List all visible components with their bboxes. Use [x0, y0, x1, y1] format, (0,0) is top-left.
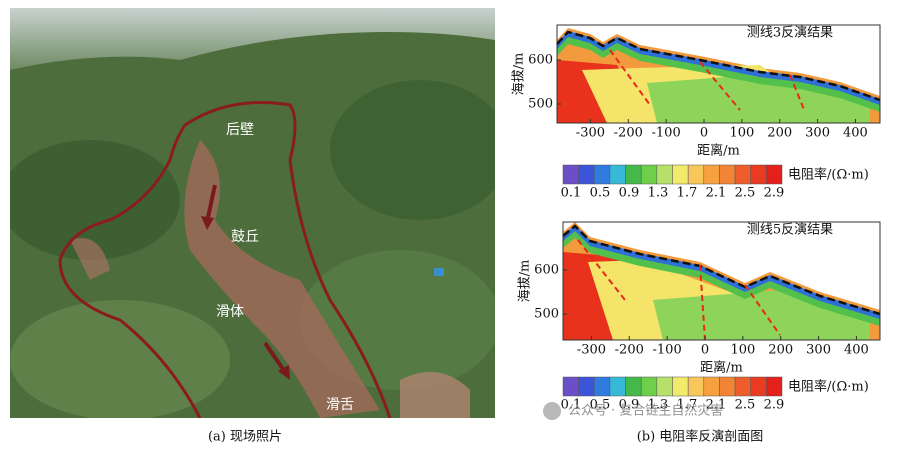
- colorbar-cell: [687, 164, 705, 185]
- slip-line: [699, 264, 706, 341]
- x-tick-label: 200: [768, 343, 793, 358]
- colorbar-cell: [719, 164, 736, 185]
- x-tick-label: -100: [652, 126, 681, 141]
- caption: (a) 现场照片: [208, 430, 282, 445]
- y-tick-label: 600: [528, 53, 553, 68]
- slip-line: [609, 49, 651, 106]
- colorbar-cell: [656, 376, 673, 397]
- section-title: 测线5反演结果: [747, 222, 833, 238]
- y-axis-label: 海拔/m: [518, 260, 533, 303]
- photo-label: 后壁: [226, 122, 254, 138]
- x-axis-label: 距离/m: [700, 360, 743, 376]
- plot-frame: [556, 24, 881, 124]
- colorbar-tick-label: 2.5: [735, 398, 756, 413]
- watermark: 公众号 · 复合链生自然灾害: [568, 403, 723, 419]
- colorbar-tick-label: 0.5: [590, 398, 611, 413]
- x-tick-label: 400: [843, 126, 868, 141]
- y-tick-label: 500: [534, 307, 559, 322]
- x-tick-label: 100: [729, 126, 754, 141]
- x-tick-label: 200: [767, 126, 792, 141]
- colorbar-cell: [609, 376, 626, 397]
- colorbar-cell: [578, 164, 595, 185]
- colorbar-cell: [640, 376, 658, 397]
- colorbar-cell: [625, 376, 642, 397]
- colorbar-cell: [734, 376, 751, 397]
- colorbar-cell: [609, 164, 626, 185]
- colorbar-cell: [734, 164, 751, 185]
- colorbar-tick-label: 0.5: [590, 186, 611, 201]
- colorbar-tick-label: 0.9: [619, 398, 640, 413]
- photo-label: 鼓丘: [231, 229, 259, 245]
- colorbar-cell: [750, 376, 767, 397]
- x-tick-label: 0: [701, 343, 709, 358]
- section: [562, 221, 881, 341]
- slip-line: [699, 61, 741, 111]
- photo-label: 滑体: [216, 303, 244, 320]
- colorbar-label: 电阻率/(Ω·m): [788, 167, 869, 183]
- colorbar-cell: [719, 376, 736, 397]
- x-tick-label: 400: [844, 343, 869, 358]
- y-axis-label: 海拔/m: [512, 53, 527, 96]
- colorbar-cell: [562, 164, 579, 185]
- x-tick-label: -300: [576, 126, 605, 141]
- colorbar-tick-label: 0.1: [561, 398, 582, 413]
- x-tick-label: -100: [653, 343, 682, 358]
- colorbar-tick-label: 1.7: [677, 398, 698, 413]
- colorbar-cell: [562, 376, 579, 397]
- x-axis-label: 距离/m: [697, 143, 740, 159]
- y-tick-label: 500: [528, 97, 553, 112]
- colorbar-tick-label: 1.7: [677, 186, 698, 201]
- photo: [10, 8, 495, 418]
- colorbar-cell: [687, 376, 705, 397]
- colorbar-cell: [766, 376, 783, 397]
- colorbar-tick-label: 1.3: [648, 398, 669, 413]
- colorbar-tick-label: 0.9: [619, 186, 640, 201]
- colorbar-cell: [750, 164, 767, 185]
- colorbar-label: 电阻率/(Ω·m): [788, 379, 869, 395]
- x-tick-label: 300: [805, 126, 830, 141]
- colorbar-cell: [640, 164, 658, 185]
- colorbar-tick-label: 2.5: [735, 186, 756, 201]
- caption: (b) 电阻率反演剖面图: [637, 429, 764, 445]
- colorbar-cell: [625, 164, 642, 185]
- slip-line: [789, 74, 806, 113]
- colorbar-tick-label: 2.1: [706, 186, 727, 201]
- colorbar-tick-label: 2.1: [706, 398, 727, 413]
- x-tick-label: 300: [806, 343, 831, 358]
- x-tick-label: 100: [730, 343, 755, 358]
- colorbar-cell: [703, 376, 720, 397]
- colorbar-cell: [766, 164, 783, 185]
- x-tick-label: -200: [615, 343, 644, 358]
- x-tick-label: -200: [614, 126, 643, 141]
- section: [556, 24, 881, 124]
- colorbar-cell: [656, 164, 673, 185]
- colorbar-cell: [672, 376, 689, 397]
- colorbar-tick-label: 2.9: [764, 186, 785, 201]
- section-title: 测线3反演结果: [747, 25, 833, 41]
- zone: [557, 31, 880, 105]
- colorbar-cell: [594, 164, 611, 185]
- colorbar-cell: [703, 164, 720, 185]
- slip-line: [577, 239, 626, 301]
- plot-frame: [562, 221, 881, 341]
- colorbar-tick-label: 0.1: [561, 186, 582, 201]
- slip-line: [744, 284, 781, 336]
- zone: [557, 36, 880, 112]
- x-tick-label: -300: [577, 343, 606, 358]
- zone: [563, 230, 880, 326]
- colorbar-cell: [594, 376, 611, 397]
- photo-label: 滑舌: [326, 396, 354, 413]
- colorbar-tick-label: 1.3: [648, 186, 669, 201]
- colorbar-cell: [672, 164, 689, 185]
- y-tick-label: 600: [534, 263, 559, 278]
- x-tick-label: 0: [700, 126, 708, 141]
- colorbar-tick-label: 2.9: [764, 398, 785, 413]
- watermark-icon: [543, 402, 561, 420]
- colorbar-cell: [578, 376, 595, 397]
- surface: [556, 30, 881, 102]
